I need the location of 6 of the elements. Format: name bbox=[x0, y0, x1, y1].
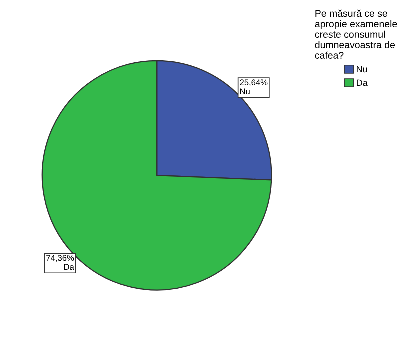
data-label: 74,36% Da bbox=[46, 255, 74, 270]
data-label: 25,64% Nu bbox=[240, 80, 268, 95]
legend-title: Pe măsură ce se apropie examenele creste consumul dumneavoastra de cafea? bbox=[315, 10, 398, 59]
legend-label: Da bbox=[357, 80, 368, 86]
pie-slice bbox=[42, 60, 272, 291]
legend-label: Nu bbox=[357, 66, 368, 73]
